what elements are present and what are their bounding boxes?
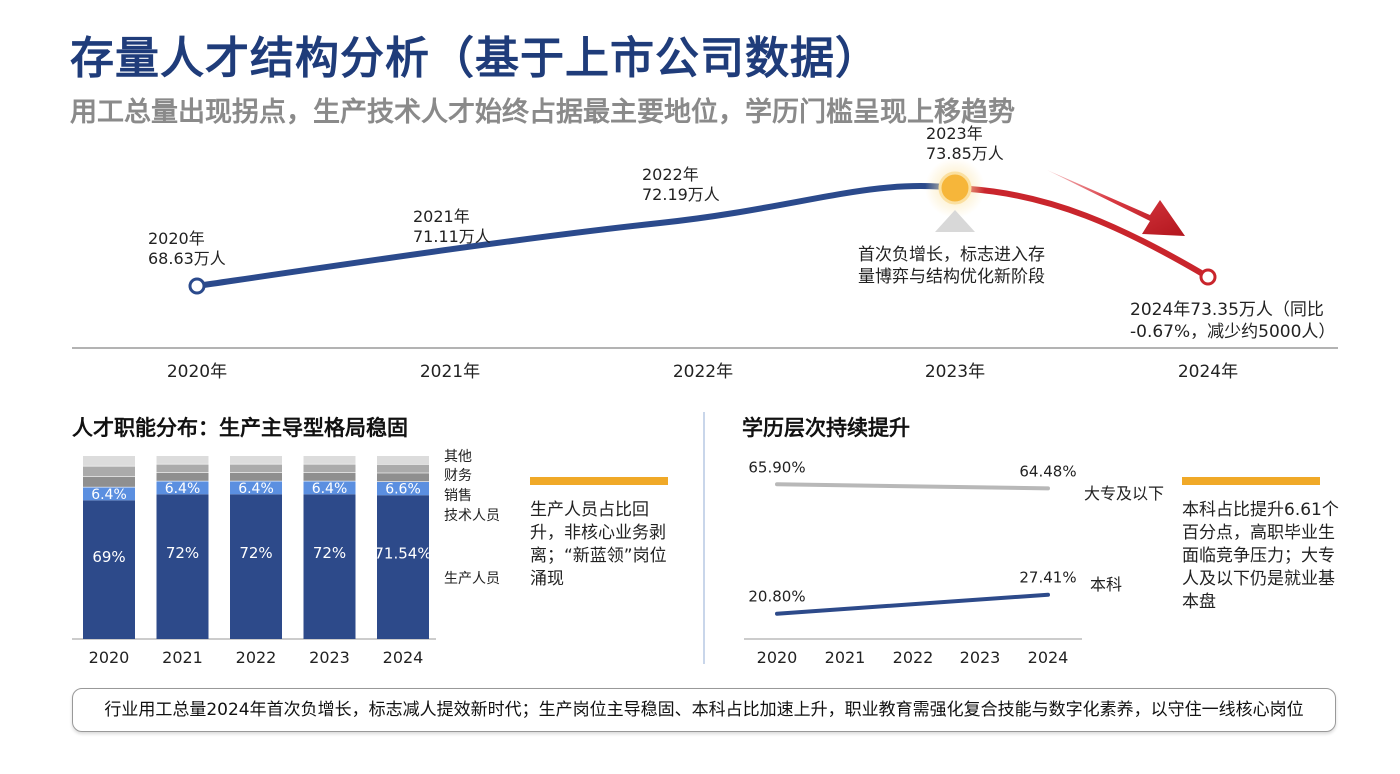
role-distribution-chart: 69% 6.4% 2020 72% 6.4% 2021 72% 6.4% 2022 72% 6.4%… <box>72 456 436 667</box>
decline-arrow-icon <box>1047 170 1185 236</box>
label-technical-2021: 6.4% <box>165 481 201 497</box>
headcount-timeline-chart <box>72 158 1338 349</box>
tick-year-2022: 2022 <box>236 648 277 667</box>
bar-sales-2022 <box>230 472 282 481</box>
right-section-title: 学历层次持续提升 <box>742 416 910 440</box>
label-start-junior-college: 65.90% <box>748 458 805 476</box>
label-production-2024: 71.54% <box>374 545 431 563</box>
legend-technical: 技术人员 <box>444 508 500 524</box>
axis-year-2023: 2023年 <box>924 362 986 382</box>
axis-year-2021: 2021年 <box>419 362 481 382</box>
page-subtitle: 用工总量出现拐点，生产技术人才始终占据最主要地位，学历门槛呈现上移趋势 <box>70 97 1015 128</box>
bar-sales-2024 <box>377 473 429 482</box>
bar-sales-2023 <box>303 472 356 481</box>
edu-tick-2022: 2022 <box>893 648 934 667</box>
label-technical-2023: 6.4% <box>312 481 348 497</box>
rise-line <box>194 183 958 289</box>
bar-production-2024 <box>377 495 429 639</box>
tick-year-2021: 2021 <box>162 648 203 667</box>
bar-other-2021 <box>156 456 209 464</box>
bar-technical-2021 <box>156 481 209 495</box>
bar-sales-2021 <box>156 472 209 481</box>
legend-bachelor: 本科 <box>1090 575 1123 594</box>
point-label-2022: 2022年 72.19万人 <box>642 165 720 204</box>
bar-other-2023 <box>303 456 356 464</box>
page-title: 存量人才结构分析（基于上市公司数据） <box>70 33 880 84</box>
peak-annotation: 首次负增长，标志进入存 量博弈与结构优化新阶段 <box>858 245 1045 287</box>
label-production-2022: 72% <box>239 544 272 562</box>
edu-tick-2021: 2021 <box>825 648 866 667</box>
bar-finance-2022 <box>230 464 282 473</box>
label-end-junior-college: 64.48% <box>1019 462 1076 480</box>
legend-sales: 销售 <box>444 488 472 504</box>
legend-production: 生产人员 <box>444 571 500 587</box>
label-technical-2022: 6.4% <box>238 481 274 497</box>
point-label-2021: 2021年 71.11万人 <box>413 207 491 246</box>
label-end-bachelor: 27.41% <box>1019 569 1076 587</box>
end-marker <box>1199 268 1217 286</box>
education-level-chart: 65.90% 64.48% 20.80% 27.41% 2020 2021 2022 2023… <box>744 458 1082 667</box>
bar-sales-2020 <box>83 476 135 487</box>
bar-production-2022 <box>230 494 282 639</box>
tick-year-2023: 2023 <box>309 648 350 667</box>
left-section-title: 人才职能分布：生产主导型格局稳固 <box>72 416 408 440</box>
label-production-2020: 69% <box>92 548 125 566</box>
bar-production-2023 <box>303 494 356 639</box>
bar-other-2024 <box>377 456 429 465</box>
right-note: 本科占比提升6.61个百分点，高职毕业生面临竞争压力；大专人及以下仍是就业基本盘 <box>1182 500 1339 612</box>
edu-tick-2020: 2020 <box>757 648 798 667</box>
bar-production-2020 <box>83 500 135 639</box>
axis-year-2024: 2024年 <box>1177 362 1239 382</box>
line-bachelor <box>775 592 1050 616</box>
left-note: 生产人员占比回升，非核心业务剥离；“新蓝领”岗位涌现 <box>530 500 667 589</box>
bar-production-2021 <box>156 494 209 639</box>
tick-year-2024: 2024 <box>383 648 424 667</box>
bar-finance-2020 <box>83 466 135 477</box>
bar-other-2020 <box>83 456 135 466</box>
bar-finance-2023 <box>303 464 356 473</box>
bar-technical-2022 <box>230 481 282 495</box>
line-junior-college <box>775 482 1050 491</box>
edu-tick-2024: 2024 <box>1028 648 1069 667</box>
bar-finance-2021 <box>156 464 209 473</box>
peak-marker <box>938 171 972 205</box>
left-note-accent-bar <box>530 477 668 485</box>
label-production-2023: 72% <box>313 544 346 562</box>
tick-year-2020: 2020 <box>89 648 130 667</box>
conclusion-banner: 行业用工总量2024年首次负增长，标志减人提效新时代；生产岗位主导稳固、本科占比… <box>72 688 1336 732</box>
axis-year-2022: 2022年 <box>672 362 734 382</box>
legend-other: 其他 <box>444 449 472 465</box>
label-start-bachelor: 20.80% <box>748 588 805 606</box>
label-technical-2020: 6.4% <box>91 487 127 503</box>
bar-technical-2023 <box>303 481 356 495</box>
bar-technical-2024 <box>377 481 429 496</box>
edu-tick-2023: 2023 <box>960 648 1001 667</box>
decline-line <box>967 186 1211 280</box>
label-technical-2024: 6.6% <box>385 482 421 498</box>
right-note-accent-bar <box>1182 477 1320 485</box>
peak-pointer-icon <box>935 210 975 232</box>
point-label-2023: 2023年 73.85万人 <box>926 124 1004 163</box>
bar-technical-2020 <box>83 487 135 501</box>
start-marker <box>188 277 206 295</box>
axis-year-2020: 2020年 <box>166 362 228 382</box>
legend-finance: 财务 <box>444 468 472 484</box>
section-divider <box>703 412 705 664</box>
point-label-2020: 2020年 68.63万人 <box>148 229 226 268</box>
legend-junior-college: 大专及以下 <box>1084 484 1165 503</box>
bar-other-2022 <box>230 456 282 464</box>
label-production-2021: 72% <box>166 544 199 562</box>
end-annotation: 2024年73.35万人（同比 -0.67%，减少约5000人） <box>1130 300 1336 342</box>
bar-finance-2024 <box>377 464 429 473</box>
